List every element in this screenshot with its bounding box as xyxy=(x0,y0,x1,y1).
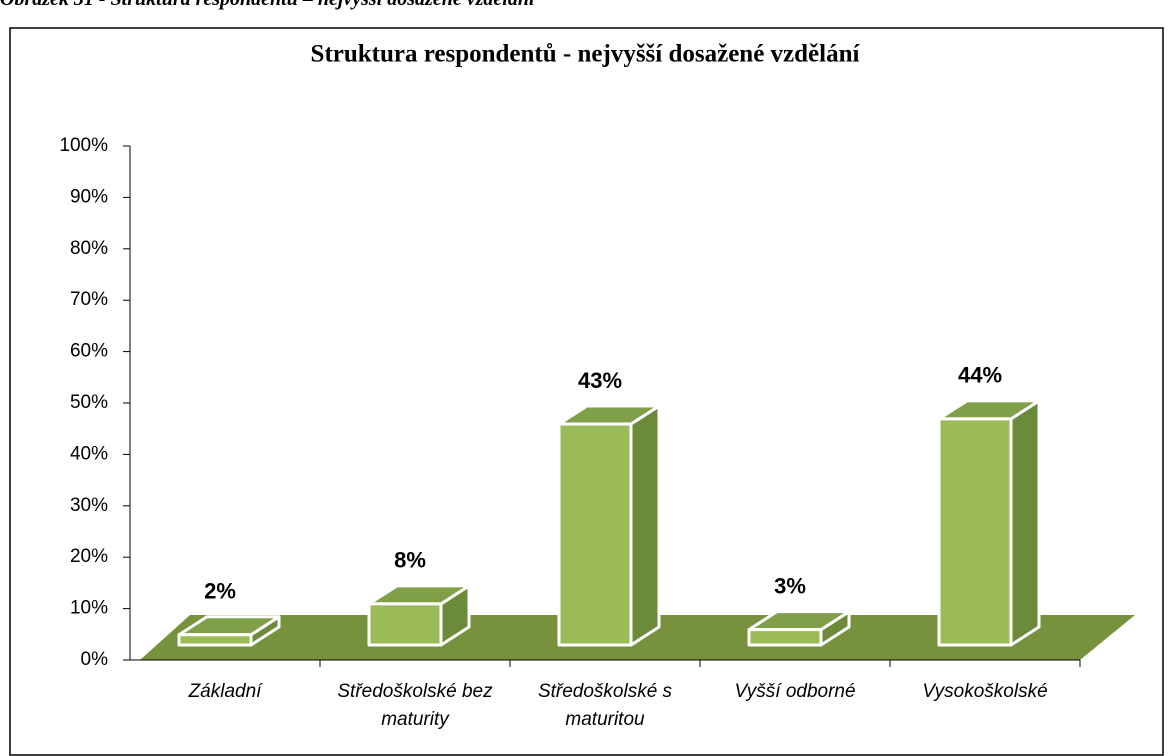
y-tick-label: 90% xyxy=(70,186,108,207)
value-label: 3% xyxy=(774,573,806,598)
y-tick-label: 80% xyxy=(70,238,108,259)
value-label: 2% xyxy=(204,579,236,604)
y-tick-label: 50% xyxy=(70,392,108,413)
y-tick-label: 60% xyxy=(70,341,108,362)
value-label: 44% xyxy=(958,363,1002,388)
bar xyxy=(937,417,1013,647)
value-label: 8% xyxy=(394,548,426,573)
bar-side xyxy=(629,404,661,647)
bar xyxy=(557,422,633,647)
y-tick-label: 40% xyxy=(70,443,108,464)
y-tick-label: 30% xyxy=(70,495,108,516)
x-tick-label: Středoškolské bez maturity xyxy=(337,681,493,730)
chart-title: Struktura respondentů - nejvyšší dosažen… xyxy=(311,41,861,68)
value-label: 43% xyxy=(578,368,622,393)
x-tick-label: Základní xyxy=(188,681,262,702)
figure-caption: Obrázek 31 - Struktura respondentů – nej… xyxy=(0,0,535,11)
y-tick-label: 10% xyxy=(70,598,108,619)
x-tick-label: Vyšší odborné xyxy=(734,681,856,702)
y-tick-label: 70% xyxy=(70,289,108,310)
x-tick-label: Vysokoškolské xyxy=(922,681,1048,702)
bar-side xyxy=(1009,399,1041,647)
bar xyxy=(747,628,823,647)
y-tick-label: 100% xyxy=(59,135,108,156)
bar xyxy=(367,602,443,647)
x-tick-label: Středoškolské s maturitou xyxy=(537,681,673,730)
y-tick-label: 0% xyxy=(81,649,109,670)
y-tick-label: 20% xyxy=(70,546,108,567)
bar xyxy=(177,633,253,647)
